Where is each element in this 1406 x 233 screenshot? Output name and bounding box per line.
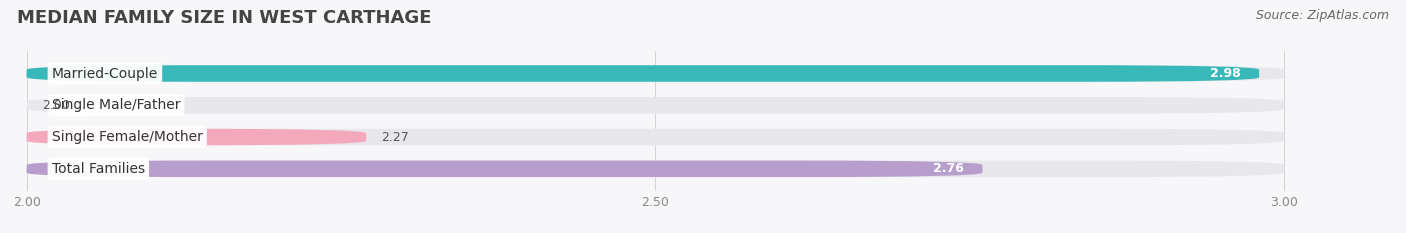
Text: MEDIAN FAMILY SIZE IN WEST CARTHAGE: MEDIAN FAMILY SIZE IN WEST CARTHAGE bbox=[17, 9, 432, 27]
FancyBboxPatch shape bbox=[27, 161, 1284, 177]
Text: Single Male/Father: Single Male/Father bbox=[52, 98, 180, 112]
FancyBboxPatch shape bbox=[27, 97, 1284, 113]
FancyBboxPatch shape bbox=[27, 129, 366, 145]
Text: Source: ZipAtlas.com: Source: ZipAtlas.com bbox=[1256, 9, 1389, 22]
FancyBboxPatch shape bbox=[27, 161, 983, 177]
FancyBboxPatch shape bbox=[27, 65, 1260, 82]
FancyBboxPatch shape bbox=[27, 129, 1284, 145]
Text: Single Female/Mother: Single Female/Mother bbox=[52, 130, 202, 144]
Text: 2.76: 2.76 bbox=[932, 162, 963, 175]
Text: 2.00: 2.00 bbox=[42, 99, 70, 112]
Text: Married-Couple: Married-Couple bbox=[52, 66, 157, 80]
Text: 2.27: 2.27 bbox=[381, 130, 409, 144]
Text: 2.98: 2.98 bbox=[1209, 67, 1240, 80]
Text: Total Families: Total Families bbox=[52, 162, 145, 176]
FancyBboxPatch shape bbox=[27, 65, 1284, 82]
